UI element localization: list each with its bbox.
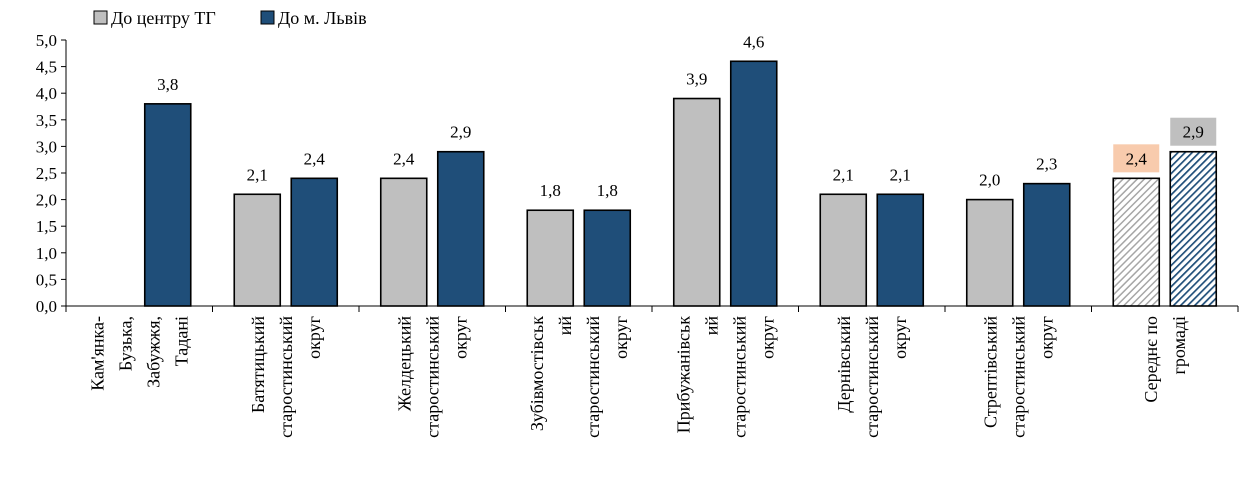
- y-tick-label: 1,0: [36, 244, 57, 263]
- category-label-line: ий: [555, 316, 575, 336]
- data-label: 2,4: [1126, 149, 1148, 168]
- category-label: Середнє по громаді: [1141, 316, 1189, 403]
- category-label-line: старостинський: [583, 316, 603, 438]
- category-label-line: округ: [611, 316, 631, 359]
- category-label: Желдецький старостинський округ: [394, 316, 470, 438]
- bar: [526, 209, 575, 307]
- y-tick-label: 4,0: [36, 84, 57, 103]
- category-label: Зубівмостівськ ий старостинський округ: [527, 316, 631, 438]
- bar: [143, 103, 192, 307]
- data-label-background: [1170, 117, 1217, 146]
- category-label-line: ий: [701, 316, 721, 336]
- bar: [233, 193, 282, 307]
- category-label-line: Дернівський: [834, 316, 854, 413]
- category-label-line: Желдецький: [394, 316, 414, 412]
- category-label-line: громаді: [1169, 316, 1189, 374]
- category-label-line: старостинський: [729, 316, 749, 438]
- bar: [583, 209, 632, 307]
- data-label: 1,8: [597, 181, 618, 200]
- category-label-line: старостинський: [276, 316, 296, 438]
- bar: [965, 198, 1014, 307]
- data-label: 2,3: [1036, 155, 1057, 174]
- data-label: 2,1: [890, 165, 911, 184]
- category-label-line: старостинський: [1008, 316, 1028, 438]
- bar: [819, 193, 868, 307]
- bar: [1169, 150, 1218, 307]
- category-label-line: округ: [757, 316, 777, 359]
- category-label-line: Батятицький: [248, 316, 268, 413]
- category-label: Прибужанівськ ий старостинський округ: [673, 316, 777, 438]
- category-label-line: старостинський: [862, 316, 882, 438]
- y-tick-label: 3,0: [36, 137, 57, 156]
- data-label: 2,1: [247, 165, 268, 184]
- bars: [143, 60, 1218, 307]
- category-label-line: округ: [1036, 316, 1056, 359]
- y-tick-label: 2,0: [36, 191, 57, 210]
- data-label: 2,9: [450, 123, 471, 142]
- bar: [1112, 177, 1161, 307]
- bar: [379, 177, 428, 307]
- data-label: 3,9: [686, 70, 707, 89]
- legend-swatch: [93, 10, 108, 25]
- data-label: 2,4: [304, 149, 326, 168]
- data-label: 4,6: [743, 32, 764, 51]
- bar: [672, 97, 721, 307]
- bar: [1022, 182, 1071, 307]
- legend-label: До м. Львів: [278, 8, 367, 28]
- category-label-line: Тадані: [171, 316, 191, 366]
- category-label: Кам'янка- Бузька, Забужжя, Тадані: [87, 316, 191, 391]
- category-label: Стрептівський старостинський округ: [980, 316, 1056, 438]
- data-label: 1,8: [540, 181, 561, 200]
- x-axis: Кам'янка- Бузька, Забужжя, Тадані Батятицьки…: [65, 305, 1239, 438]
- legend-label: До центру ТГ: [111, 8, 216, 28]
- y-tick-label: 0,0: [36, 297, 57, 316]
- category-label-line: Стрептівський: [980, 316, 1000, 428]
- category-label: Дернівський старостинський округ: [834, 316, 910, 438]
- category-label-line: старостинський: [422, 316, 442, 438]
- bar: [436, 150, 485, 307]
- category-label-line: округ: [890, 316, 910, 359]
- y-tick-label: 5,0: [36, 31, 57, 50]
- category-label-line: Зубівмостівськ: [527, 316, 547, 431]
- y-axis: 0,0 0,5 1,0 1,5 2,0 2,5 3,0 3,5 4,0 4,5 5,0: [36, 31, 67, 316]
- bar: [876, 193, 925, 307]
- category-label: Батятицький старостинський округ: [248, 316, 324, 438]
- y-tick-label: 1,5: [36, 217, 57, 236]
- bar: [729, 60, 778, 307]
- data-label: 2,0: [979, 171, 1000, 190]
- bar: [290, 177, 339, 307]
- y-tick-label: 4,5: [36, 58, 57, 77]
- data-label: 2,4: [393, 149, 415, 168]
- y-tick-label: 2,5: [36, 164, 57, 183]
- category-label-line: Прибужанівськ: [673, 316, 693, 434]
- data-label: 2,1: [833, 165, 854, 184]
- category-label-line: Середнє по: [1141, 316, 1161, 403]
- y-tick-label: 3,5: [36, 111, 57, 130]
- category-label-line: округ: [450, 316, 470, 359]
- category-label-line: Забужжя,: [143, 316, 163, 388]
- legend-swatch: [260, 10, 275, 25]
- category-label-line: Кам'янка-: [87, 316, 107, 391]
- data-labels: 3,8 2,1 2,4 2,4 2,9 1,8 1,8 3,9 4,6 2,1 2,1 2,0 2,3 2…: [157, 32, 1217, 200]
- data-label: 3,8: [157, 75, 178, 94]
- data-label-background: [1113, 144, 1160, 173]
- category-label-line: округ: [304, 316, 324, 359]
- category-label-line: Бузька,: [115, 316, 135, 371]
- y-tick-label: 0,5: [36, 270, 57, 289]
- legend: До центру ТГ До м. Львів: [93, 8, 367, 28]
- data-label: 2,9: [1183, 123, 1204, 142]
